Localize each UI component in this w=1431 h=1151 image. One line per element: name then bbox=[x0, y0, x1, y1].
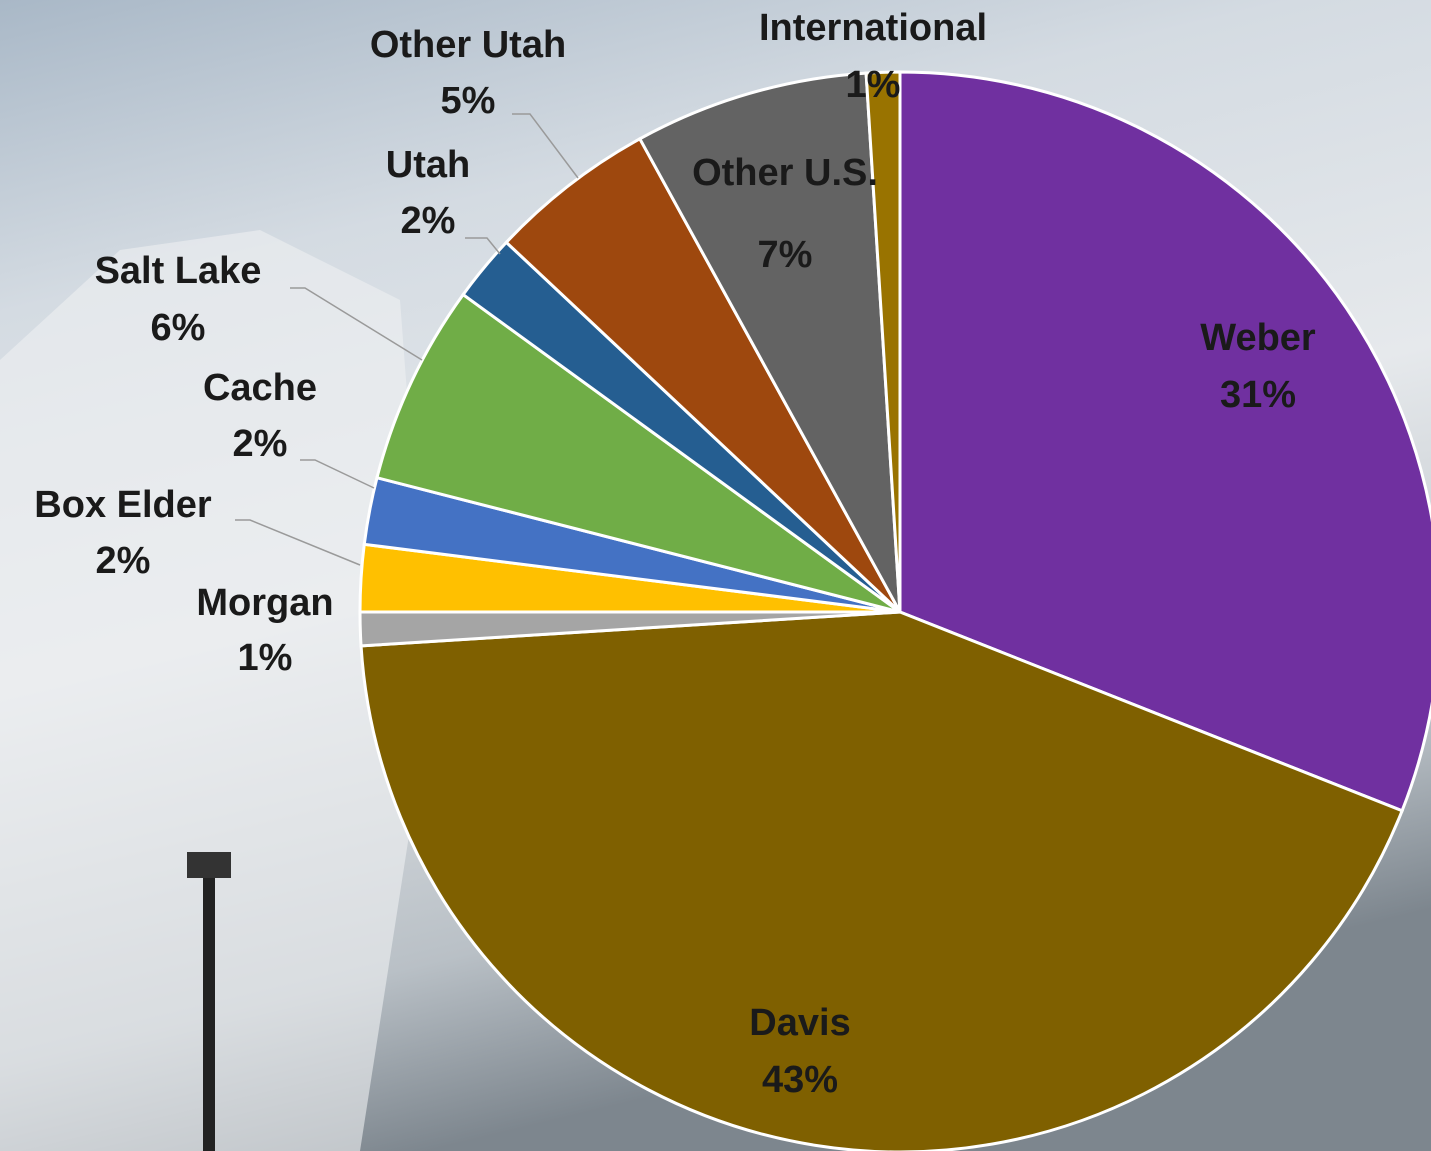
pie-slice bbox=[375, 292, 901, 614]
value-label: 5% bbox=[441, 80, 496, 122]
value-label: 1% bbox=[846, 64, 901, 106]
category-label: Utah bbox=[386, 144, 470, 186]
value-label: 6% bbox=[151, 307, 206, 349]
pie-slice bbox=[864, 70, 902, 613]
category-label: Weber bbox=[1200, 317, 1316, 359]
category-label: Box Elder bbox=[34, 484, 212, 526]
value-label: 7% bbox=[758, 234, 813, 276]
category-label: Other U.S. bbox=[692, 152, 878, 194]
value-label: 31% bbox=[1220, 374, 1296, 416]
lamp-post bbox=[203, 870, 215, 1151]
leader-lines bbox=[235, 113, 579, 566]
labels: Weber 31% Davis 43% Morgan 1% Box Elder 2% Cache… bbox=[34, 7, 1316, 1101]
value-label: 2% bbox=[233, 423, 288, 465]
category-label: Salt Lake bbox=[95, 250, 262, 292]
category-label: Other Utah bbox=[370, 24, 566, 66]
pie-slice bbox=[504, 136, 902, 614]
value-label: 43% bbox=[762, 1059, 838, 1101]
category-label: Morgan bbox=[196, 582, 333, 624]
pie bbox=[358, 70, 1431, 1151]
leader-line bbox=[465, 237, 501, 255]
category-label: Cache bbox=[203, 367, 317, 409]
leader-line bbox=[300, 459, 375, 489]
pie-slice bbox=[359, 610, 1405, 1151]
value-label: 1% bbox=[238, 637, 293, 679]
category-label: Davis bbox=[749, 1002, 850, 1044]
mountain bbox=[0, 230, 430, 1151]
category-label: International bbox=[759, 7, 987, 49]
pie-slice bbox=[898, 70, 1431, 813]
value-label: 2% bbox=[401, 200, 456, 242]
pie-slice bbox=[637, 71, 902, 613]
leader-line bbox=[290, 287, 423, 361]
value-label: 2% bbox=[96, 540, 151, 582]
lamp-head bbox=[187, 852, 231, 878]
leader-line bbox=[235, 519, 361, 566]
leader-line bbox=[512, 113, 579, 179]
